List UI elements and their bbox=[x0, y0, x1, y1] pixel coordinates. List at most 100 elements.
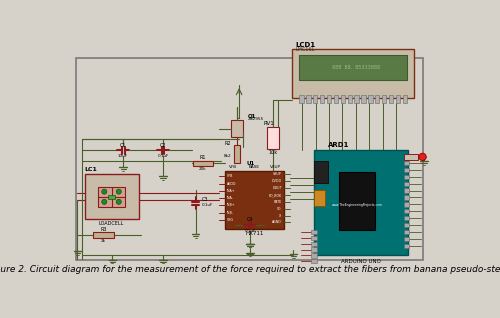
Bar bbox=[404, 216, 409, 220]
Bar bbox=[404, 230, 409, 234]
Bar bbox=[339, 172, 376, 230]
Bar bbox=[231, 120, 242, 137]
Bar bbox=[334, 95, 338, 102]
Bar bbox=[224, 171, 284, 229]
Text: RATE: RATE bbox=[274, 200, 282, 204]
Bar bbox=[404, 209, 409, 213]
Bar bbox=[404, 168, 409, 172]
Text: U1: U1 bbox=[246, 161, 255, 166]
Text: VBG: VBG bbox=[227, 218, 234, 222]
Bar bbox=[368, 95, 372, 102]
Text: 888  88.  85333888: 888 88. 85333888 bbox=[332, 65, 380, 70]
Bar bbox=[348, 95, 352, 102]
Text: BASE: BASE bbox=[249, 165, 260, 169]
Bar bbox=[404, 188, 409, 193]
Bar bbox=[311, 236, 316, 240]
Text: 10uF: 10uF bbox=[118, 154, 128, 158]
Text: INB+: INB+ bbox=[227, 204, 235, 207]
Text: 20k: 20k bbox=[199, 167, 206, 171]
Bar bbox=[268, 127, 279, 149]
Bar bbox=[404, 154, 409, 158]
Circle shape bbox=[102, 199, 107, 204]
Bar bbox=[375, 95, 380, 102]
Text: 2k: 2k bbox=[101, 239, 106, 243]
Bar bbox=[404, 244, 409, 248]
Text: INA+: INA+ bbox=[227, 189, 235, 193]
Bar bbox=[404, 202, 409, 206]
Text: LCD1: LCD1 bbox=[296, 42, 316, 48]
Bar bbox=[292, 49, 414, 98]
Bar bbox=[404, 154, 418, 160]
Text: www.TheEngineeringProjects.com: www.TheEngineeringProjects.com bbox=[332, 203, 382, 207]
Text: VFB: VFB bbox=[227, 175, 233, 178]
Bar bbox=[404, 237, 409, 241]
Bar bbox=[404, 161, 409, 165]
Bar bbox=[340, 95, 345, 102]
Bar bbox=[320, 95, 324, 102]
Text: INB-: INB- bbox=[227, 211, 234, 215]
Text: XI: XI bbox=[278, 214, 282, 218]
Bar bbox=[300, 55, 406, 80]
Bar bbox=[354, 95, 358, 102]
Bar bbox=[76, 58, 422, 260]
Circle shape bbox=[102, 189, 107, 194]
Text: 10k: 10k bbox=[268, 150, 278, 155]
Bar bbox=[94, 232, 114, 238]
Bar bbox=[234, 145, 240, 163]
Text: ARDUINO UNO: ARDUINO UNO bbox=[341, 259, 381, 264]
Text: C2: C2 bbox=[160, 143, 166, 148]
Text: 8k2: 8k2 bbox=[224, 154, 231, 158]
Text: 0.1uF: 0.1uF bbox=[202, 204, 213, 207]
Text: R3: R3 bbox=[100, 227, 107, 232]
Bar bbox=[404, 223, 409, 227]
Bar bbox=[314, 150, 408, 255]
Bar bbox=[98, 187, 124, 207]
Circle shape bbox=[116, 199, 121, 204]
Bar bbox=[382, 95, 386, 102]
Text: DOUT: DOUT bbox=[272, 186, 282, 190]
Text: ARD1: ARD1 bbox=[328, 142, 349, 148]
Text: C4: C4 bbox=[246, 217, 253, 222]
Circle shape bbox=[116, 189, 121, 194]
Bar bbox=[311, 253, 316, 258]
Bar bbox=[84, 174, 139, 219]
Bar bbox=[396, 95, 400, 102]
Text: AVDD: AVDD bbox=[227, 182, 236, 186]
Text: DVDD: DVDD bbox=[272, 179, 282, 183]
Text: 2N2955: 2N2955 bbox=[248, 117, 264, 121]
Bar bbox=[311, 230, 316, 234]
Bar bbox=[192, 161, 213, 166]
Text: R1: R1 bbox=[200, 155, 206, 160]
Text: R2: R2 bbox=[224, 141, 231, 146]
Bar bbox=[389, 95, 393, 102]
Text: HX711: HX711 bbox=[245, 231, 264, 236]
Text: INA-: INA- bbox=[227, 196, 234, 200]
Bar bbox=[300, 95, 304, 102]
Text: PD_BOK: PD_BOK bbox=[269, 193, 282, 197]
Circle shape bbox=[419, 153, 426, 161]
Bar bbox=[327, 95, 331, 102]
Bar bbox=[402, 95, 407, 102]
Bar bbox=[306, 95, 310, 102]
Text: LC1: LC1 bbox=[84, 167, 98, 172]
Bar bbox=[311, 247, 316, 252]
Text: 0.1uF: 0.1uF bbox=[244, 229, 256, 233]
Bar bbox=[404, 182, 409, 186]
Text: LOADCELL: LOADCELL bbox=[99, 221, 124, 226]
Bar bbox=[314, 161, 328, 183]
Bar bbox=[362, 95, 366, 102]
Text: Q1: Q1 bbox=[248, 113, 256, 118]
Text: LMC16L: LMC16L bbox=[296, 47, 315, 52]
Text: RV1: RV1 bbox=[263, 121, 274, 126]
Text: AGND: AGND bbox=[272, 220, 282, 225]
Text: VSUP: VSUP bbox=[270, 165, 281, 169]
Text: VFB: VFB bbox=[230, 165, 237, 169]
Text: C3: C3 bbox=[202, 197, 208, 202]
Text: Figure 2. Circuit diagram for the measurement of the force required to extract t: Figure 2. Circuit diagram for the measur… bbox=[0, 266, 500, 274]
Bar bbox=[404, 175, 409, 179]
Text: 0.1uF: 0.1uF bbox=[158, 154, 168, 158]
Bar bbox=[108, 195, 115, 199]
Bar bbox=[311, 242, 316, 246]
Bar bbox=[404, 195, 409, 200]
Bar bbox=[313, 95, 318, 102]
